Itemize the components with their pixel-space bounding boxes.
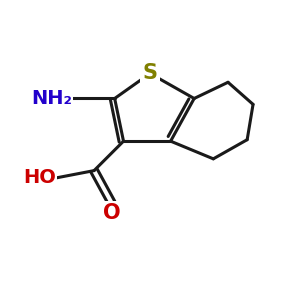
Text: HO: HO <box>23 169 56 188</box>
Text: NH₂: NH₂ <box>31 89 72 108</box>
Text: S: S <box>142 63 158 83</box>
Text: O: O <box>103 203 121 223</box>
